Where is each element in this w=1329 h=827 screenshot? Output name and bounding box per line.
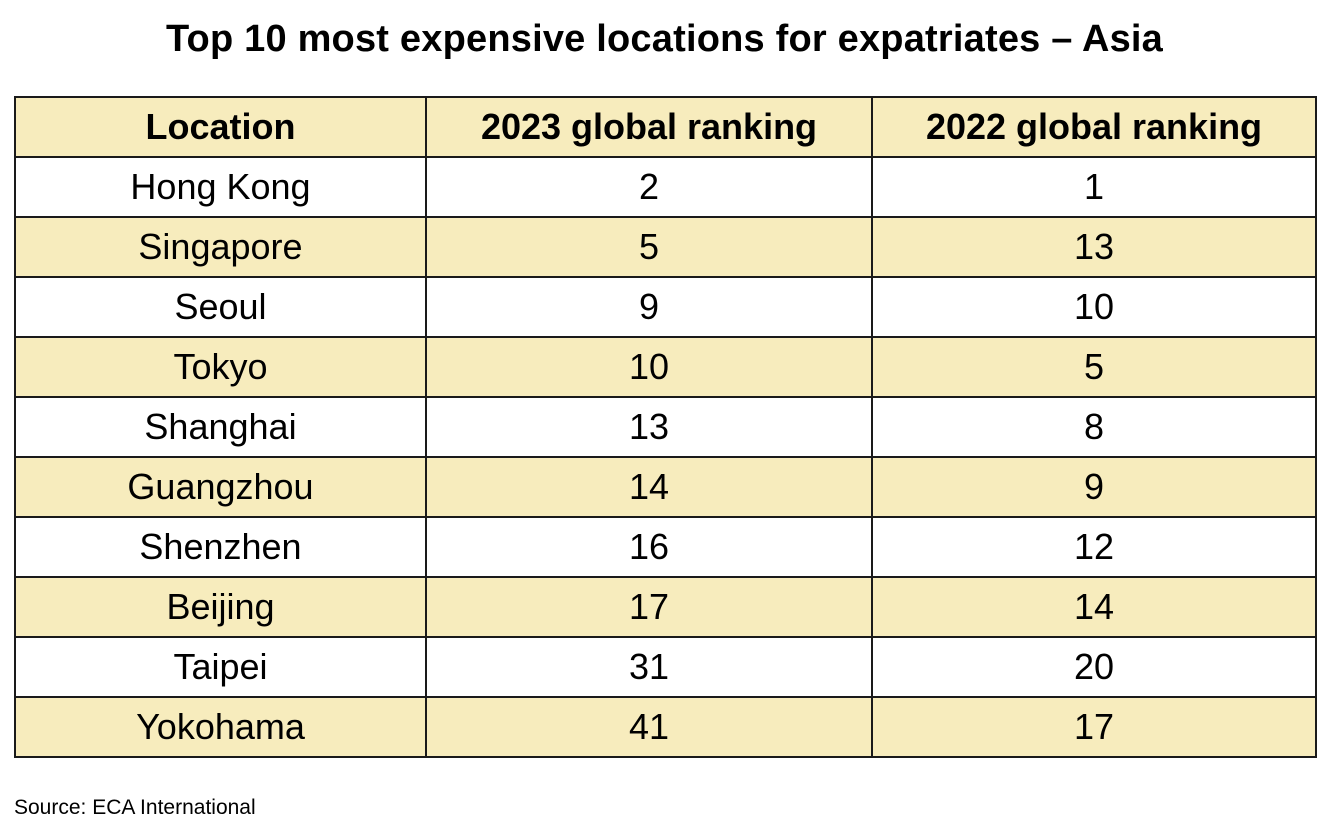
- table-header-row: Location 2023 global ranking 2022 global…: [14, 96, 1317, 158]
- table-row: Shenzhen 16 12: [14, 516, 1317, 578]
- table-row: Singapore 5 13: [14, 216, 1317, 278]
- cell-2023-ranking: 14: [425, 456, 873, 518]
- cell-2023-ranking: 2: [425, 156, 873, 218]
- cell-location: Tokyo: [14, 336, 427, 398]
- cell-location: Taipei: [14, 636, 427, 698]
- cell-2022-ranking: 1: [871, 156, 1317, 218]
- cell-2023-ranking: 10: [425, 336, 873, 398]
- cell-2022-ranking: 8: [871, 396, 1317, 458]
- cell-location: Yokohama: [14, 696, 427, 758]
- page-title: Top 10 most expensive locations for expa…: [165, 18, 1164, 60]
- cell-2022-ranking: 9: [871, 456, 1317, 518]
- cell-location: Shanghai: [14, 396, 427, 458]
- cell-2023-ranking: 17: [425, 576, 873, 638]
- table-row: Beijing 17 14: [14, 576, 1317, 638]
- cell-2022-ranking: 5: [871, 336, 1317, 398]
- cell-2023-ranking: 9: [425, 276, 873, 338]
- source-note: Source: ECA International: [14, 796, 256, 819]
- cell-location: Guangzhou: [14, 456, 427, 518]
- cell-2022-ranking: 14: [871, 576, 1317, 638]
- header-2023-ranking: 2023 global ranking: [425, 96, 873, 158]
- table-row: Tokyo 10 5: [14, 336, 1317, 398]
- cell-2022-ranking: 17: [871, 696, 1317, 758]
- cell-2023-ranking: 41: [425, 696, 873, 758]
- cell-2022-ranking: 12: [871, 516, 1317, 578]
- cell-2022-ranking: 10: [871, 276, 1317, 338]
- cell-location: Shenzhen: [14, 516, 427, 578]
- cell-2022-ranking: 20: [871, 636, 1317, 698]
- cell-location: Singapore: [14, 216, 427, 278]
- header-location: Location: [14, 96, 427, 158]
- table-row: Hong Kong 2 1: [14, 156, 1317, 218]
- table-row: Taipei 31 20: [14, 636, 1317, 698]
- cell-2023-ranking: 16: [425, 516, 873, 578]
- table-row: Shanghai 13 8: [14, 396, 1317, 458]
- cell-2022-ranking: 13: [871, 216, 1317, 278]
- cell-2023-ranking: 31: [425, 636, 873, 698]
- cell-location: Beijing: [14, 576, 427, 638]
- table-row: Seoul 9 10: [14, 276, 1317, 338]
- table-row: Yokohama 41 17: [14, 696, 1317, 758]
- ranking-table: Location 2023 global ranking 2022 global…: [14, 96, 1317, 758]
- cell-location: Hong Kong: [14, 156, 427, 218]
- cell-2023-ranking: 13: [425, 396, 873, 458]
- cell-location: Seoul: [14, 276, 427, 338]
- cell-2023-ranking: 5: [425, 216, 873, 278]
- table-row: Guangzhou 14 9: [14, 456, 1317, 518]
- header-2022-ranking: 2022 global ranking: [871, 96, 1317, 158]
